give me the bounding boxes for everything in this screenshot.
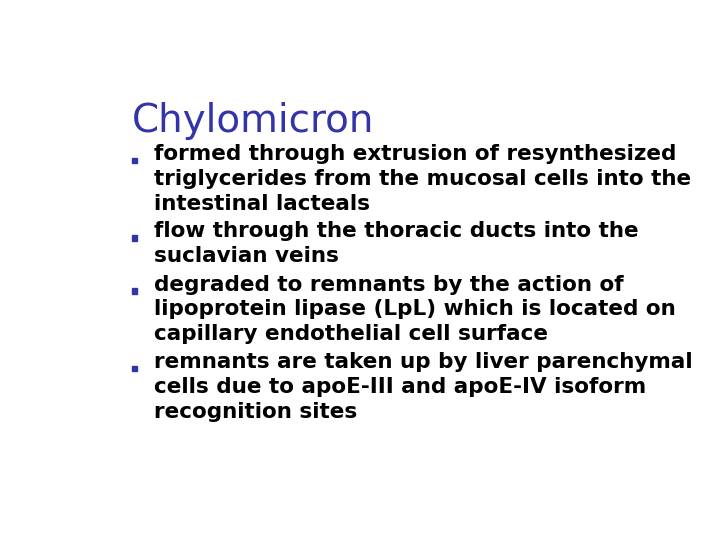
FancyBboxPatch shape bbox=[132, 235, 138, 241]
Text: degraded to remnants by the action of
lipoprotein lipase (LpL) which is located : degraded to remnants by the action of li… bbox=[154, 275, 676, 345]
Text: Chylomicron: Chylomicron bbox=[132, 102, 374, 140]
FancyBboxPatch shape bbox=[132, 366, 138, 371]
Text: flow through the thoracic ducts into the
suclavian veins: flow through the thoracic ducts into the… bbox=[154, 221, 639, 266]
FancyBboxPatch shape bbox=[132, 158, 138, 163]
Text: remnants are taken up by liver parenchymal
cells due to apoE-III and apoE-IV iso: remnants are taken up by liver parenchym… bbox=[154, 352, 693, 422]
FancyBboxPatch shape bbox=[132, 288, 138, 294]
Text: formed through extrusion of resynthesized
triglycerides from the mucosal cells i: formed through extrusion of resynthesize… bbox=[154, 144, 691, 214]
